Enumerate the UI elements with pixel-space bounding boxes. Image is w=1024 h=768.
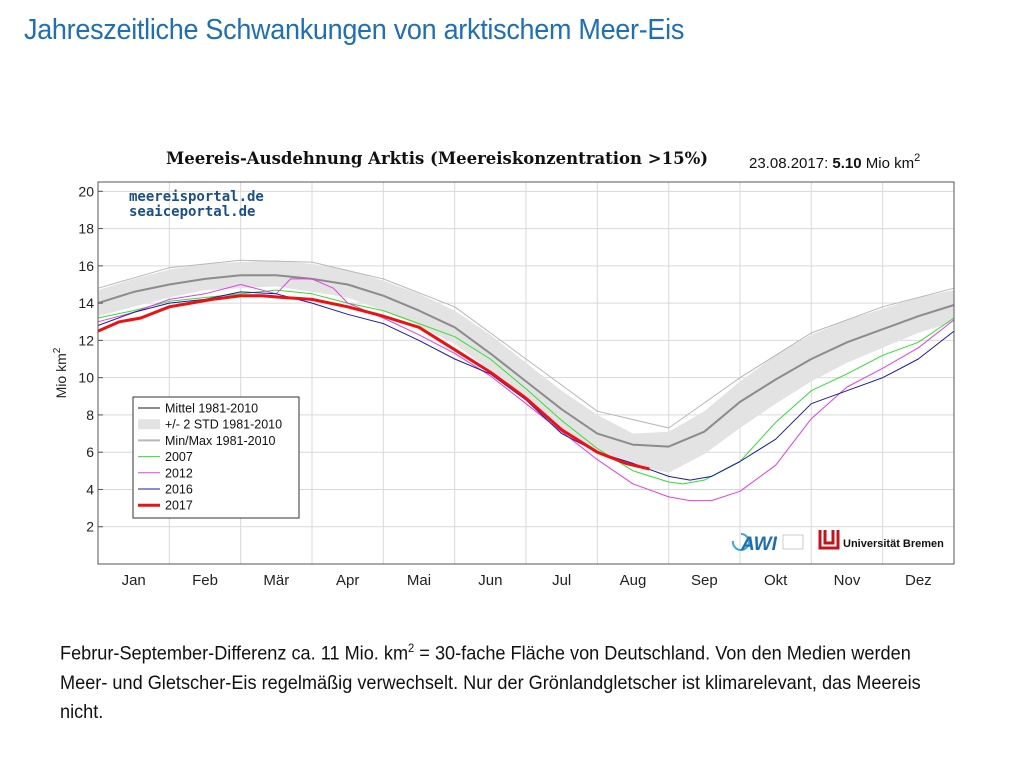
date-note: 23.08.2017: 5.10 Mio km2: [749, 152, 920, 172]
caption-text-2: = 30-fache Fläche von Deutschland. Von d…: [60, 642, 921, 723]
awi-logo-text: AWI: [740, 534, 778, 555]
uni-bremen-logo-text: Universität Bremen: [843, 538, 944, 550]
date-note-date: 23.08.2017:: [749, 155, 832, 172]
awi-logo: AWI: [731, 533, 804, 555]
series-line-2016: [97, 291, 955, 481]
uni-bremen-logo: Universität Bremen: [818, 530, 944, 550]
x-tick-label-10: Nov: [834, 572, 861, 589]
date-note-unit: Mio km: [862, 155, 915, 172]
y-tick-label-20: 20: [78, 183, 94, 199]
sea-ice-chart: Meereis-Ausdehnung Arktis (Meereiskonzen…: [52, 149, 955, 589]
slide-caption: Februr-September-Differenz ca. 11 Mio. k…: [60, 634, 925, 727]
y-tick-label-16: 16: [78, 258, 94, 274]
date-note-value: 5.10: [832, 155, 861, 172]
legend-box: [132, 396, 300, 519]
legend-label-5: 2016: [165, 483, 193, 497]
x-tick-label-11: Dez: [905, 572, 932, 589]
uni-bremen-logo-icon: [818, 530, 840, 550]
y-tick-label-2: 2: [86, 519, 94, 535]
legend-label-0: Mittel 1981-2010: [165, 402, 258, 416]
legend-label-1: +/- 2 STD 1981-2010: [165, 418, 282, 432]
watermark-1: seaiceportal.de: [129, 204, 255, 220]
legend-label-6: 2017: [165, 499, 193, 513]
legend-swatch-1: [138, 419, 160, 430]
awi-logo-icon: [731, 533, 750, 551]
series-line-2017: [97, 294, 650, 471]
y-tick-label-18: 18: [78, 221, 94, 237]
y-tick-label-4: 4: [86, 481, 94, 497]
x-tick-label-2: Mär: [263, 572, 289, 589]
slide-title: Jahreszeitliche Schwankungen von arktisc…: [24, 14, 685, 46]
x-tick-label-3: Apr: [336, 572, 359, 589]
y-tick-label-6: 6: [86, 444, 94, 460]
plot-frame: [97, 181, 955, 565]
legend: Mittel 1981-2010 +/- 2 STD 1981-2010 Min/M…: [132, 396, 300, 519]
y-tick-label-14: 14: [78, 295, 94, 311]
y-tick-label-12: 12: [78, 332, 94, 348]
x-tick-label-7: Aug: [620, 572, 647, 589]
y-axis-label-text: Mio km: [53, 353, 69, 398]
legend-label-2: Min/Max 1981-2010: [165, 434, 276, 448]
y-axis-label-sup: 2: [52, 347, 63, 353]
std-band: [98, 260, 954, 473]
x-tick-label-4: Mai: [407, 572, 431, 589]
chart-title: Meereis-Ausdehnung Arktis (Meereiskonzen…: [166, 149, 708, 168]
x-tick-label-0: Jan: [122, 572, 146, 589]
x-tick-label-1: Feb: [192, 572, 218, 589]
y-tick-label-8: 8: [86, 407, 94, 423]
series-line-2012: [97, 278, 955, 502]
legend-label-3: 2007: [165, 450, 193, 464]
y-axis-label: Mio km2: [52, 347, 69, 398]
y-tick-label-10: 10: [78, 370, 94, 386]
series-line-mittel-1981-2010: [97, 274, 955, 448]
awi-logo-smallprint: [782, 534, 804, 550]
x-tick-label-8: Sep: [691, 572, 718, 589]
watermark-0: meereisportal.de: [129, 189, 264, 205]
caption-superscript: 2: [408, 641, 415, 655]
x-tick-label-9: Okt: [764, 572, 788, 589]
legend-label-4: 2012: [165, 466, 193, 480]
caption-text-1: Februr-September-Differenz ca. 11 Mio. k…: [60, 642, 409, 665]
x-tick-label-5: Jun: [478, 572, 502, 589]
x-tick-label-6: Jul: [552, 572, 571, 589]
date-note-unit-sup: 2: [914, 152, 920, 164]
series-line-2007: [97, 289, 955, 485]
series-line-min-max-1981-2010: [97, 259, 955, 429]
